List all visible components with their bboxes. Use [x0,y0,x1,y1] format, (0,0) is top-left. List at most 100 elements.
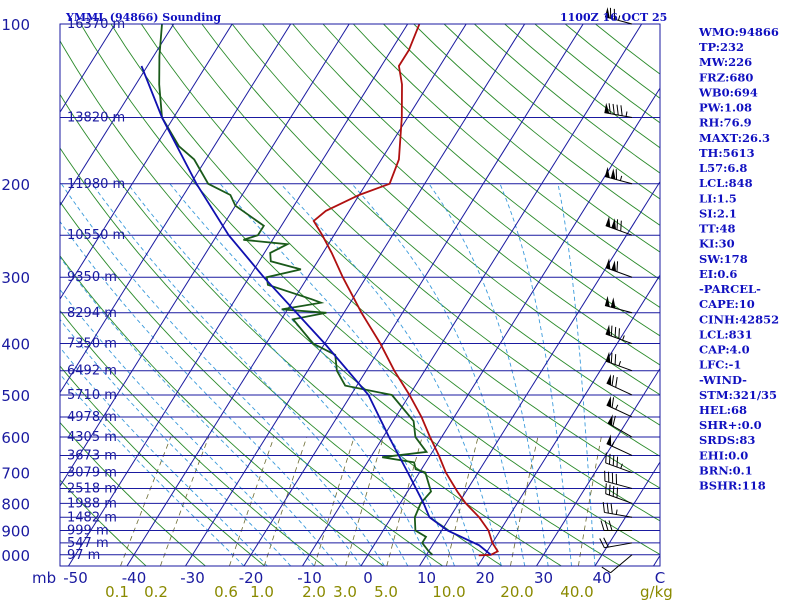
wind-barb [605,483,633,504]
height-label: 3673 m [67,448,117,463]
temperature-tick-label: 20 [475,569,494,587]
pressure-tick-label: 400 [1,336,30,354]
pressure-tick-label: 200 [1,176,30,194]
mixing-ratio-tick-label: 2.0 [302,583,326,600]
index-value: MAXT:26.3 [699,131,770,145]
pressure-tick-label: 900 [1,522,30,540]
index-value: MW:226 [699,55,752,69]
index-value: LI:1.5 [699,191,737,205]
dry-adiabat [383,24,660,253]
axis-labels: 100200300400500600700800900100016370 m13… [0,16,673,600]
wind-barb [604,166,633,185]
index-value: LCL:831 [699,327,753,341]
index-value: -WIND- [699,373,747,387]
moist-adiabat [60,346,268,566]
index-value: CAPE:10 [699,297,755,311]
moist-adiabat [499,183,573,566]
index-value: TH:5613 [699,146,755,160]
dry-adiabat [231,24,660,396]
wind-barb [605,216,633,236]
wind-barb [605,258,633,278]
pressure-tick-label: 800 [1,495,30,513]
isotherm [360,87,660,566]
wind-barbs [599,7,633,574]
dry-adiabat [60,365,266,566]
moist-adiabat [428,183,549,566]
mixing-ratio-tick-label: 40.0 [560,583,593,600]
wind-barb [604,7,633,25]
height-label: 10550 m [67,228,125,243]
dry-adiabat [140,24,660,489]
dry-adiabat [322,24,660,308]
moist-adiabat [60,288,315,566]
index-value: STM:321/35 [699,388,777,402]
dry-adiabat [60,255,384,566]
pressure-tick-label: 300 [1,269,30,287]
temperature-tick-label: 10 [417,569,436,587]
isotherm [0,24,57,566]
dewpoint-line [158,24,434,556]
dry-adiabat [60,421,206,566]
moist-adiabat [91,183,409,566]
wind-barb [606,396,633,418]
mixing-ratio-line [386,436,423,566]
mixing-ratio-line [345,436,384,566]
dry-adiabat [292,24,660,337]
index-value: CAP:4.0 [699,343,750,357]
isotherm [594,461,660,566]
dry-adiabat [60,147,503,566]
height-label: 1482 m [67,510,117,525]
isotherm [60,24,292,394]
isotherm [185,24,526,566]
mixing-ratio-tick-label: 0.1 [105,583,129,600]
wind-barb [599,537,633,549]
height-label: 4978 m [67,410,117,425]
mixing-ratio-line [160,436,210,566]
temperature-tick-label: -50 [63,569,88,587]
index-value: FRZ:680 [699,70,753,84]
temperature-tick-label: -30 [180,569,205,587]
pressure-tick-label: 700 [1,465,30,483]
mixing-ratio-line [229,436,275,566]
moist-adiabat [61,183,385,566]
index-value: BSHR:118 [699,479,766,493]
wind-barb [604,102,633,118]
mixing-ratio-tick-label: 5.0 [374,583,398,600]
height-label: 9350 m [67,270,117,285]
isotherm [302,24,643,566]
dry-adiabat [201,24,660,426]
index-value: KI:30 [699,237,735,251]
dry-adiabat [80,24,660,556]
index-value: EHI:0.0 [699,448,748,462]
wind-barb [605,324,633,345]
dry-adiabat [110,24,660,522]
pressure-tick-label: 500 [1,387,30,405]
dry-adiabat [60,201,443,566]
dry-adiabat [60,479,147,566]
mixing-ratio-line [263,436,308,566]
index-value: HEL:68 [699,403,747,417]
temperature-tick-label: 40 [592,569,611,587]
wind-barb [607,414,633,438]
index-value: RH:76.9 [699,116,752,130]
height-label: 11980 m [67,177,125,192]
isotherm [60,24,175,207]
mixing-ratio-tick-label: 0.2 [144,583,168,600]
index-value: BRN:0.1 [699,463,753,477]
plot-border [59,23,661,567]
pressure-tick-label: 100 [1,16,30,34]
mixing-ratio-tick-label: 1.0 [250,583,274,600]
mixing-ratio-line [510,436,539,566]
index-value: L57:6.8 [699,161,747,175]
temperature-tick-label: -40 [122,569,147,587]
height-label: 5710 m [67,388,117,403]
dry-adiabat [171,24,660,457]
isotherm [68,24,409,566]
temperature-line [312,24,499,557]
wind-barb [604,470,633,489]
index-value: TP:232 [699,40,744,54]
wind-barb [606,374,633,396]
moist-adiabat [219,183,479,566]
mixing-ratio-unit-label: g/kg [640,583,673,600]
